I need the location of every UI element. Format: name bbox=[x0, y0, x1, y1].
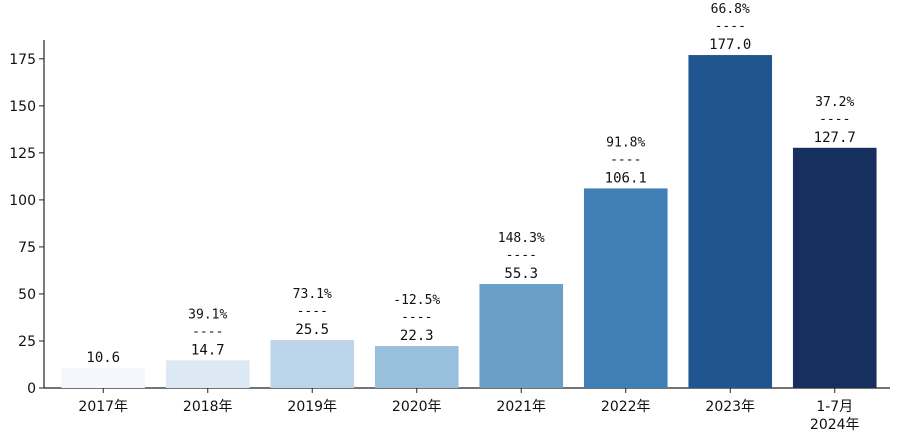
x-tick-label: 2021年 bbox=[496, 399, 546, 415]
y-tick-label: 25 bbox=[18, 334, 36, 350]
bar-group: 2023年 177.0 ---- 66.8% bbox=[688, 2, 773, 415]
growth-label: 66.8% bbox=[711, 2, 750, 17]
value-label: 177.0 bbox=[709, 37, 751, 53]
x-tick-label: 1-7月 bbox=[816, 399, 853, 415]
growth-label: 39.1% bbox=[188, 307, 227, 322]
x-tick-label: 2024年 bbox=[810, 417, 860, 433]
separator-label: ---- bbox=[297, 304, 328, 319]
value-label: 106.1 bbox=[605, 170, 647, 186]
x-tick-label: 2020年 bbox=[392, 399, 442, 415]
y-tick-label: 175 bbox=[9, 52, 36, 68]
separator-label: ---- bbox=[401, 310, 432, 325]
bar bbox=[792, 147, 877, 388]
x-tick-label: 2022年 bbox=[601, 399, 651, 415]
bar bbox=[688, 55, 773, 389]
bar bbox=[61, 368, 146, 388]
bar bbox=[270, 340, 355, 388]
y-tick-label: 100 bbox=[9, 193, 36, 209]
growth-label: 91.8% bbox=[606, 135, 645, 150]
value-label: 127.7 bbox=[814, 130, 856, 146]
bar-group: 2020年 22.3 ---- -12.5% bbox=[374, 293, 459, 415]
value-label: 25.5 bbox=[295, 322, 329, 338]
bar-group: 2021年 55.3 ---- 148.3% bbox=[479, 231, 564, 415]
separator-label: ---- bbox=[819, 112, 850, 127]
y-tick-label: 75 bbox=[18, 240, 36, 256]
separator-label: ---- bbox=[715, 19, 746, 34]
x-tick-label: 2018年 bbox=[183, 399, 233, 415]
bar bbox=[583, 188, 668, 388]
bar bbox=[479, 283, 564, 388]
y-tick-label: 125 bbox=[9, 146, 36, 162]
bar-group: 1-7月 2024年 127.7 ---- 37.2% bbox=[792, 95, 877, 433]
bar-group: 2018年 14.7 ---- 39.1% bbox=[165, 307, 250, 415]
growth-label: -12.5% bbox=[393, 293, 440, 308]
separator-label: ---- bbox=[192, 324, 223, 339]
bar-group: 2022年 106.1 ---- 91.8% bbox=[583, 135, 668, 415]
separator-label: ---- bbox=[610, 152, 641, 167]
growth-label: 148.3% bbox=[498, 231, 545, 246]
y-tick-label: 50 bbox=[18, 287, 36, 303]
separator-label: ---- bbox=[506, 248, 537, 263]
x-tick-label: 2019年 bbox=[287, 399, 337, 415]
bar-group: 2017年 10.6 bbox=[61, 350, 146, 415]
x-tick-label: 2017年 bbox=[78, 399, 128, 415]
bar-group: 2019年 25.5 ---- 73.1% bbox=[270, 287, 355, 415]
y-tick-label: 0 bbox=[27, 381, 36, 397]
value-label: 10.6 bbox=[86, 350, 120, 366]
bar bbox=[165, 360, 250, 388]
growth-label: 37.2% bbox=[815, 95, 854, 110]
y-tick-label: 150 bbox=[9, 99, 36, 115]
value-label: 55.3 bbox=[504, 266, 538, 282]
growth-label: 73.1% bbox=[293, 287, 332, 302]
value-label: 14.7 bbox=[191, 342, 225, 358]
bar bbox=[374, 346, 459, 388]
value-label: 22.3 bbox=[400, 328, 434, 344]
x-tick-label: 2023年 bbox=[705, 399, 755, 415]
